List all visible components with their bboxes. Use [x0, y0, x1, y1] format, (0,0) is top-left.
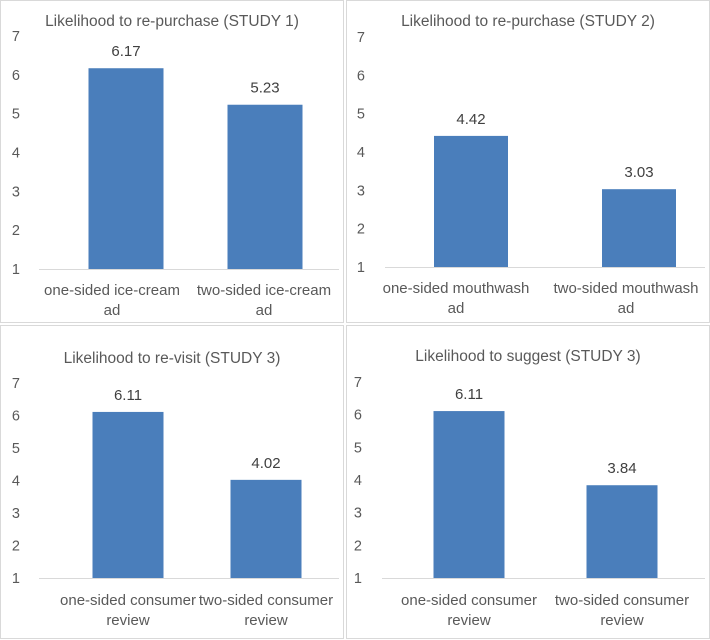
y-tick-label: 3	[357, 183, 365, 199]
y-tick-label: 7	[357, 30, 365, 46]
chart-panel-study3-suggest: Likelihood to suggest (STUDY 3) 1 2 3 4 5 6 7 6…	[346, 325, 710, 639]
chart-title: Likelihood to re-purchase (STUDY 1)	[45, 13, 299, 30]
data-label: 3.03	[624, 164, 653, 181]
bar	[88, 68, 164, 270]
x-category-label: one-sided consumer review	[60, 592, 196, 629]
x-category-label: one-sided consumer review	[401, 592, 537, 629]
y-tick-label: 6	[12, 409, 20, 425]
bar	[602, 189, 676, 267]
data-label: 4.42	[456, 111, 485, 128]
y-tick-label: 2	[354, 538, 362, 554]
chart-panel-study1: Likelihood to re-purchase (STUDY 1) 1 2 3 4…	[0, 0, 344, 323]
y-tick-label: 6	[354, 408, 362, 424]
chart-title: Likelihood to suggest (STUDY 3)	[415, 348, 641, 365]
chart-title: Likelihood to re-visit (STUDY 3)	[63, 350, 281, 367]
y-tick-label: 5	[357, 107, 365, 123]
y-tick-label: 4	[354, 473, 362, 489]
y-tick-label: 2	[357, 222, 365, 238]
y-tick-label: 5	[12, 107, 20, 123]
y-tick-label: 4	[12, 146, 20, 162]
x-category-label: one-sided mouthwash ad	[382, 280, 530, 317]
x-category-label: two-sided consumer review	[554, 592, 690, 629]
chart-panel-study2: Likelihood to re-purchase (STUDY 2) 1 2 3 4…	[346, 0, 710, 323]
y-tick-label: 1	[12, 571, 20, 587]
y-tick-label: 5	[12, 441, 20, 457]
y-tick-label: 3	[12, 184, 20, 200]
chart-svg: 1 2 3 4 5 6 7 4.42 3.03	[357, 30, 705, 276]
bar	[227, 104, 303, 269]
y-tick-label: 7	[12, 376, 20, 392]
y-tick-label: 1	[12, 262, 20, 278]
chart-svg: 1 2 3 4 5 6 7 6.11 4.02	[12, 376, 339, 587]
x-category-label: two-sided mouthwash ad	[553, 280, 699, 317]
bar	[92, 411, 164, 578]
y-tick-label: 7	[354, 375, 362, 391]
data-label: 6.11	[114, 387, 142, 404]
data-label: 3.84	[607, 460, 636, 477]
x-category-label: two-sided ice-cream ad	[196, 282, 332, 319]
chart-title: Likelihood to re-purchase (STUDY 2)	[401, 13, 655, 30]
bar	[586, 485, 658, 578]
y-tick-label: 6	[357, 68, 365, 84]
y-tick-label: 3	[354, 506, 362, 522]
bar	[230, 479, 302, 578]
chart-svg: 1 2 3 4 5 6 7 6.17 5.23	[12, 29, 339, 278]
chart-panel-study3-revisit: Likelihood to re-visit (STUDY 3) 1 2 3 4 5 6 7…	[0, 325, 344, 639]
bar	[434, 135, 508, 267]
y-tick-label: 4	[357, 145, 365, 161]
data-label: 5.23	[250, 80, 279, 97]
y-tick-label: 5	[354, 440, 362, 456]
data-label: 6.17	[111, 43, 140, 60]
bar	[433, 411, 505, 578]
y-tick-label: 7	[12, 29, 20, 45]
y-tick-label: 6	[12, 68, 20, 84]
y-tick-label: 4	[12, 474, 20, 490]
y-tick-label: 2	[12, 223, 20, 239]
chart-svg: 1 2 3 4 5 6 7 6.11 3.84	[354, 375, 705, 587]
y-tick-label: 1	[354, 571, 362, 587]
data-label: 6.11	[455, 386, 483, 403]
y-tick-label: 2	[12, 539, 20, 555]
y-tick-label: 3	[12, 506, 20, 522]
y-tick-label: 1	[357, 260, 365, 276]
data-label: 4.02	[251, 455, 280, 472]
x-category-label: one-sided ice-cream ad	[44, 282, 180, 319]
x-category-label: two-sided consumer review	[198, 592, 334, 629]
